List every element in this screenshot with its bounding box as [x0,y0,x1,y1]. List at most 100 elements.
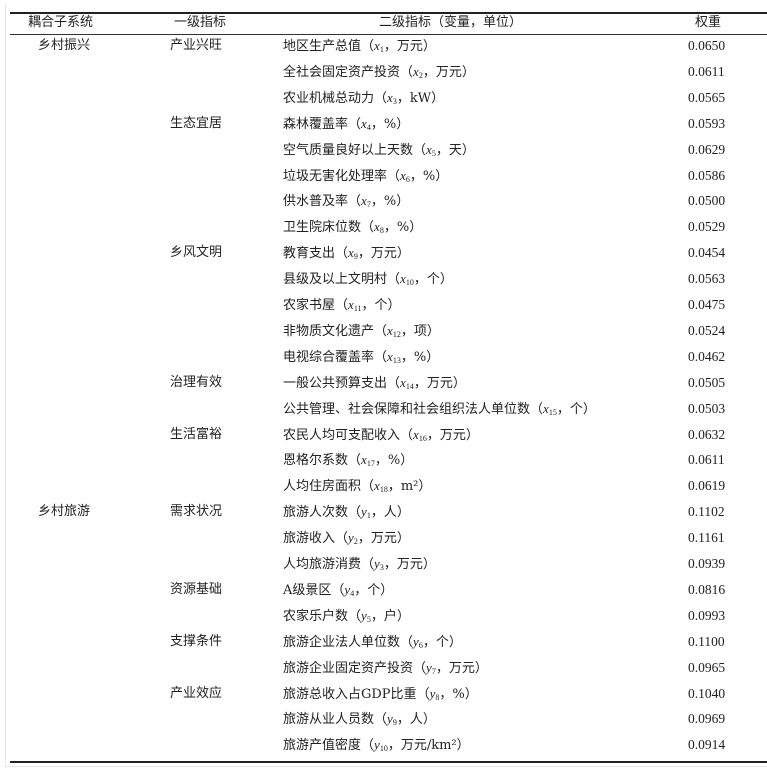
weight-cell: 0.0993 [688,607,726,623]
indicator-cell: 旅游企业法人单位数（y6，个） [283,629,462,659]
separator: ， [422,64,436,80]
indicator-cell: 恩格尔系数（x17，%） [283,447,413,477]
variable-index: 5 [431,148,436,158]
table-row: 人均住房面积（x18，m²） 0.0619 [0,473,767,499]
variable-symbol: x [387,89,393,105]
separator: ， [370,194,384,210]
indicator-name: 旅游企业固定资产投资 [283,660,414,676]
table-header-rule [10,34,767,35]
separator: ， [400,349,414,365]
variable-index: 9 [392,718,397,728]
separator: ， [387,479,401,495]
table-row: 卫生院床位数（x8，%） 0.0529 [0,214,767,240]
separator: ， [354,582,368,598]
separator: ， [370,608,384,624]
subsystem-cell: 乡村振兴 [38,38,91,53]
indicator-name: 卫生院床位数 [283,220,362,236]
indicator-name: 农家乐户数 [283,608,349,624]
indicator-cell: 农业机械总动力（x3，kW） [283,85,444,115]
paren-open: （ [374,90,388,106]
unit: 个 [435,634,449,650]
paren-close: ） [582,401,596,417]
paren-open: （ [348,505,362,521]
paren-open: （ [331,582,345,598]
variable-index: 10 [405,278,414,288]
paren-close: ） [422,557,436,572]
table-row: 生活富裕 农民人均可支配收入（x16，万元） 0.0632 [0,422,767,448]
level1-cell: 支撑条件 [170,633,223,649]
paren-close: ） [396,246,410,262]
paren-close: ） [400,453,414,469]
paren-open: （ [348,608,362,624]
separator: ， [383,557,397,572]
table-row: 农家书屋（x11，个） 0.0475 [0,292,767,318]
weight-cell: 0.0505 [688,374,726,390]
indicator-cell: 旅游总收入占GDP比重（y8，%） [283,681,478,711]
indicator-cell: 旅游收入（y2，万元） [283,525,410,555]
table-header: 耦合子系统 一级指标 二级指标（变量，单位） 权重 [0,10,767,36]
variable-index: 6 [405,174,410,184]
weight-cell: 0.0611 [688,452,725,468]
paren-open: （ [374,323,388,339]
table-row: 旅游企业固定资产投资（y7，万元） 0.0965 [0,655,767,681]
indicator-name: 地区生产总值 [283,39,362,54]
weight-cell: 0.0611 [688,63,725,79]
paren-open: （ [361,39,375,54]
paren-open: （ [335,246,349,262]
variable-index: 5 [366,614,371,624]
indicator-name: 恩格尔系数 [283,453,349,469]
separator: ， [439,686,453,702]
variable-index: 1 [366,511,371,521]
separator: ， [383,39,397,54]
paren-close: ） [439,272,453,288]
weight-cell: 0.0500 [688,193,726,209]
unit: 个 [367,582,381,598]
weight-cell: 0.0524 [688,322,726,338]
variable-symbol: y [413,633,419,649]
table-row: 乡村旅游 需求状况 旅游人次数（y1，人） 0.1102 [0,499,767,525]
indicator-cell: 电视综合覆盖率（x13，%） [283,344,439,374]
unit: 万元/km² [400,738,457,754]
paren-close: ） [396,531,410,547]
unit: % [396,220,410,236]
table-row: 电视综合覆盖率（x13，%） 0.0462 [0,344,767,370]
variable-index: 7 [366,200,371,210]
indicator-name: 县级及以上文明村 [283,272,388,288]
paren-close: ） [422,39,436,54]
header-weight: 权重 [695,15,722,30]
weight-cell: 0.0593 [688,115,726,131]
weight-cell: 0.1161 [688,530,725,546]
indicator-cell: 非物质文化遗产（x12，项） [283,318,440,348]
paren-open: （ [387,375,401,391]
separator: ， [387,738,401,754]
separator: ， [435,660,449,676]
separator: ， [370,505,384,521]
indicator-name: 旅游收入 [283,531,336,547]
variable-symbol: y [374,556,380,571]
table-row: 乡村振兴 产业兴旺 地区生产总值（x1，万元） 0.0650 [0,33,767,59]
unit: 万元 [439,427,466,443]
paren-open: （ [400,634,414,650]
variable-symbol: x [400,271,406,287]
paren-open: （ [335,531,349,547]
paren-open: （ [387,168,401,184]
paren-close: ） [452,375,466,391]
separator: ， [413,375,427,391]
indicator-name: 农民人均可支配收入 [283,427,401,443]
unit: 万元 [435,64,462,80]
table-row: 人均旅游消费（y3，万元） 0.0939 [0,551,767,577]
header-level2: 二级指标（变量，单位） [379,15,523,30]
variable-symbol: x [348,297,354,312]
indicator-cell: 卫生院床位数（x8，%） [283,214,422,244]
subsystem-cell: 乡村旅游 [38,504,91,520]
variable-symbol: y [374,737,380,753]
variable-symbol: y [344,581,351,597]
indicator-name: 非物质文化遗产 [283,323,375,339]
indicator-name: 电视综合覆盖率 [283,349,375,365]
paren-open: （ [348,116,362,132]
indicator-cell: 旅游从业人员数（y9，人） [283,706,436,736]
variable-index: 1 [379,45,384,54]
variable-symbol: x [374,478,380,494]
separator: ， [396,90,410,106]
separator: ， [374,453,388,469]
